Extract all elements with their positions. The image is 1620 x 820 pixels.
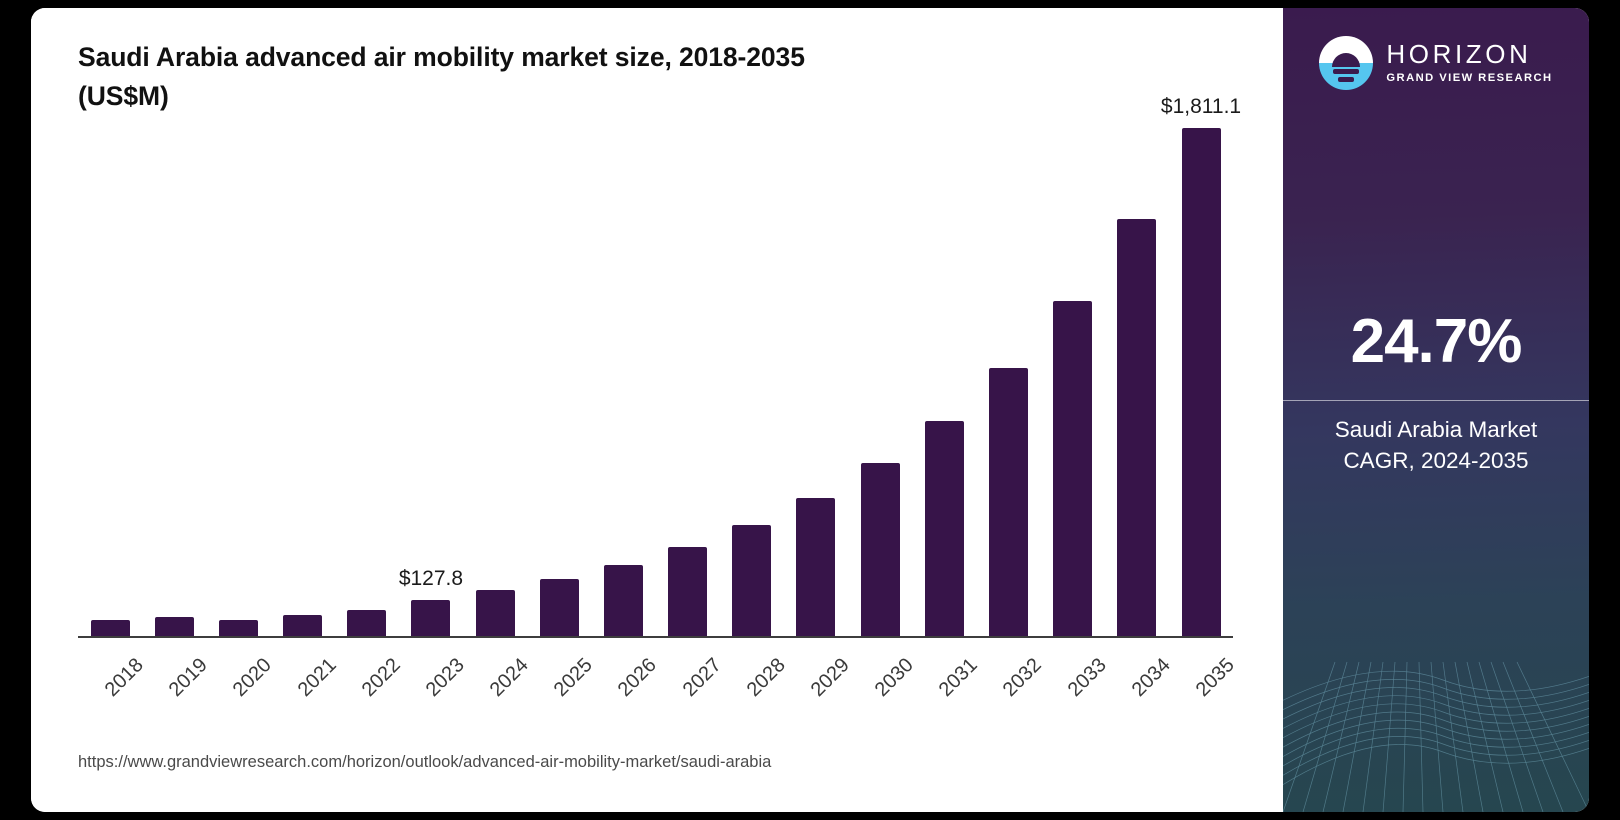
bar-2035[interactable] (1181, 128, 1221, 636)
chart-pane: Saudi Arabia advanced air mobility marke… (31, 8, 1283, 812)
x-tick-2019: 2019 (142, 640, 212, 730)
x-axis-line (78, 636, 1233, 638)
bar-slot (784, 128, 848, 636)
logo-title: HORIZON (1386, 39, 1532, 70)
x-tick-2033: 2033 (1041, 640, 1110, 730)
bar-slot (271, 128, 335, 636)
bar-value-label-2023: $127.8 (398, 567, 464, 591)
bar-2022[interactable] (347, 610, 387, 636)
logo-dome-shape (1332, 53, 1361, 67)
x-tick-2035: 2035 (1169, 640, 1239, 730)
bar-series: $127.8 $1,811.1 (78, 95, 1241, 636)
bar-2024[interactable] (475, 590, 515, 636)
bar-slot (720, 128, 784, 636)
x-tick-2020: 2020 (206, 640, 276, 730)
cagr-divider (1283, 400, 1589, 401)
bar-2031[interactable] (924, 420, 964, 636)
horizon-logo-text: HORIZON GRAND VIEW RESEARCH (1386, 41, 1552, 84)
bar-2029[interactable] (796, 497, 836, 636)
x-tick-2023: 2023 (399, 640, 469, 730)
bar-slot (78, 128, 142, 636)
x-tick-2027: 2027 (656, 640, 725, 730)
source-url[interactable]: https://www.grandviewresearch.com/horizo… (78, 753, 772, 771)
x-tick-2034: 2034 (1105, 640, 1175, 730)
logo-bar-lower (1338, 77, 1355, 82)
x-tick-label: 2035 (1191, 654, 1239, 702)
bar-2026[interactable] (603, 564, 643, 636)
logo-bar-upper (1333, 69, 1360, 74)
logo-subtitle: GRAND VIEW RESEARCH (1386, 72, 1553, 85)
bar-slot: $1,811.1 (1161, 95, 1241, 636)
bar-slot: $127.8 (399, 128, 463, 636)
horizon-logo: HORIZON GRAND VIEW RESEARCH (1283, 32, 1589, 94)
bar-2034[interactable] (1117, 218, 1157, 636)
cagr-value: 24.7% (1350, 307, 1523, 376)
bar-slot (335, 128, 399, 636)
infographic-card: Saudi Arabia advanced air mobility marke… (31, 8, 1589, 812)
bar-2033[interactable] (1053, 301, 1093, 636)
bar-slot (1105, 128, 1169, 636)
bar-2021[interactable] (283, 614, 323, 636)
horizon-logo-icon (1319, 36, 1374, 90)
bar-2020[interactable] (218, 619, 258, 636)
x-axis-tick-labels: 2018 2019 2020 2021 2022 2023 2024 2025 2026 2027… (78, 640, 1239, 730)
x-tick-2022: 2022 (335, 640, 405, 730)
bar-slot (656, 128, 720, 636)
x-tick-2018: 2018 (78, 640, 148, 730)
x-tick-2029: 2029 (784, 640, 854, 730)
bar-2030[interactable] (860, 463, 900, 636)
bar-slot (912, 128, 976, 636)
x-tick-2026: 2026 (591, 640, 661, 730)
bar-2028[interactable] (732, 524, 772, 636)
bar-2023[interactable] (411, 600, 451, 636)
bar-2018[interactable] (90, 620, 130, 636)
x-tick-2030: 2030 (848, 640, 918, 730)
x-tick-2021: 2021 (271, 640, 340, 730)
cagr-caption: Saudi Arabia Market CAGR, 2024-2035 (1334, 417, 1538, 474)
bar-slot (527, 128, 591, 636)
bar-slot (463, 128, 527, 636)
x-tick-2032: 2032 (976, 640, 1046, 730)
wireframe-grid-decoration (1283, 661, 1589, 812)
bar-slot (848, 128, 912, 636)
bar-2025[interactable] (539, 578, 579, 636)
bar-2032[interactable] (988, 367, 1028, 636)
x-tick-2025: 2025 (527, 640, 597, 730)
bar-slot (591, 128, 655, 636)
bar-2027[interactable] (668, 546, 708, 636)
x-tick-2024: 2024 (463, 640, 533, 730)
x-tick-2028: 2028 (720, 640, 790, 730)
stat-side-panel: HORIZON GRAND VIEW RESEARCH 24.7% Saudi … (1283, 8, 1589, 812)
bar-value-label-2035: $1,811.1 (1160, 95, 1242, 118)
bar-slot (142, 128, 206, 636)
x-tick-2031: 2031 (912, 640, 982, 730)
bar-slot (1041, 128, 1105, 636)
bar-chart-plot: $127.8 $1,811.1 (78, 95, 1241, 638)
bar-slot (976, 128, 1040, 636)
bar-2019[interactable] (154, 616, 194, 636)
chart-title: Saudi Arabia advanced air mobility marke… (78, 42, 805, 111)
bar-slot (206, 128, 270, 636)
